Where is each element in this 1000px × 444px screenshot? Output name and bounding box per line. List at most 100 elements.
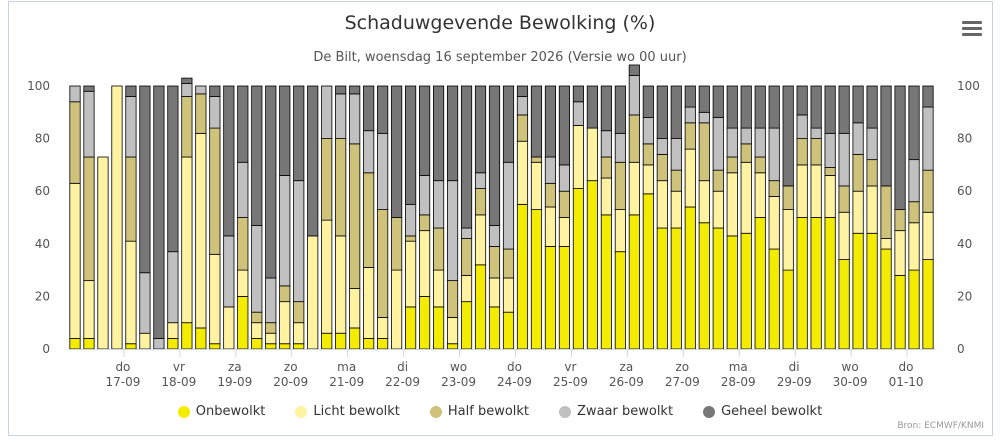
bar-segment-onbewolkt: [810, 217, 822, 350]
bar-segment-half-bewolkt: [880, 185, 892, 239]
bar-segment-half-bewolkt: [363, 172, 375, 268]
bar-segment-onbewolkt: [698, 222, 710, 350]
bar-segment-onbewolkt: [642, 193, 654, 350]
bar-segment-licht-bewolkt: [460, 274, 473, 303]
bar-segment-licht-bewolkt: [321, 219, 333, 334]
bar-segment-onbewolkt: [432, 306, 445, 350]
bar-segment-half-bewolkt: [698, 122, 710, 182]
bar-segment-onbewolkt: [181, 322, 193, 350]
bar-segment-zwaar-bewolkt: [726, 127, 738, 158]
bar-segment-zwaar-bewolkt: [656, 138, 668, 155]
bar-segment-half-bewolkt: [419, 214, 431, 232]
chart-title: Schaduwgevende Bewolking (%): [344, 12, 656, 34]
legend-item[interactable]: Zwaar bewolkt: [559, 404, 673, 419]
bar-segment-geheel-bewolkt: [880, 85, 892, 187]
bar-segment-half-bewolkt: [558, 190, 571, 218]
bar-segment-geheel-bewolkt: [614, 85, 626, 134]
bar-segment-zwaar-bewolkt: [321, 85, 333, 139]
bar-segment-zwaar-bewolkt: [908, 159, 920, 203]
x-tick-label-day: ma: [337, 360, 356, 374]
bar-segment-half-bewolkt: [600, 156, 612, 179]
x-tick-label-day: di: [789, 360, 800, 374]
bar-segment-geheel-bewolkt: [446, 85, 459, 182]
legend-marker-icon: [429, 405, 442, 418]
bar-segment-geheel-bewolkt: [488, 85, 501, 226]
bar-segment-geheel-bewolkt: [838, 85, 850, 134]
bar-segment-onbewolkt: [796, 217, 808, 350]
bar-segment-zwaar-bewolkt: [628, 75, 640, 116]
y-tick-label-left: 20: [35, 289, 50, 303]
bar-segment-licht-bewolkt: [446, 317, 459, 345]
y-tick-label-right: 80: [957, 132, 972, 146]
bar-segment-onbewolkt: [880, 248, 892, 350]
bar-segment-half-bewolkt: [195, 93, 207, 134]
bar-segment-licht-bewolkt: [223, 306, 235, 350]
bar-segment-onbewolkt: [237, 295, 249, 350]
x-tick-label-date: 27-09: [665, 375, 700, 389]
bar-segment-onbewolkt: [349, 327, 361, 350]
x-tick-label-day: do: [899, 360, 914, 374]
bar-segment-licht-bewolkt: [69, 182, 81, 339]
bar-segment-geheel-bewolkt: [377, 85, 389, 134]
bar-segment-onbewolkt: [838, 259, 850, 350]
bar-segment-zwaar-bewolkt: [614, 132, 626, 163]
bar-segment-geheel-bewolkt: [572, 85, 584, 103]
bar-segment-half-bewolkt: [530, 156, 543, 163]
bar-segment-licht-bewolkt: [209, 253, 221, 345]
legend-item[interactable]: Licht bewolkt: [295, 404, 400, 419]
x-tick-label-date: 19-09: [217, 375, 252, 389]
credits[interactable]: Bron: ECMWF/KNMI: [897, 421, 984, 431]
y-tick-label-right: 0: [957, 342, 965, 356]
bar-segment-geheel-bewolkt: [307, 85, 319, 237]
legend-item[interactable]: Onbewolkt: [177, 404, 265, 419]
bar-segment-half-bewolkt: [796, 138, 808, 166]
bar-segment-half-bewolkt: [866, 159, 878, 187]
legend-item[interactable]: Half bewolkt: [429, 404, 529, 419]
bar-segment-geheel-bewolkt: [600, 85, 612, 132]
y-tick-label-left: 0: [42, 342, 50, 356]
bar-segment-geheel-bewolkt: [432, 85, 445, 182]
bar-segment-half-bewolkt: [656, 153, 668, 182]
legend-marker-icon: [177, 405, 190, 418]
bar-segment-geheel-bewolkt: [209, 85, 221, 97]
y-tick-label-right: 100: [957, 79, 980, 93]
bar-segment-half-bewolkt: [69, 101, 81, 184]
bar-segment-onbewolkt: [824, 217, 836, 350]
bar-segment-half-bewolkt: [377, 209, 389, 318]
bar-segment-onbewolkt: [321, 332, 333, 350]
bar-segment-onbewolkt: [670, 227, 682, 350]
bar-segment-zwaar-bewolkt: [363, 130, 375, 174]
y-tick-label-left: 100: [27, 79, 50, 93]
hamburger-menu-icon[interactable]: [962, 21, 982, 37]
bar-segment-geheel-bewolkt: [83, 85, 95, 92]
bar-segment-geheel-bewolkt: [349, 85, 361, 95]
bar-segment-licht-bewolkt: [530, 161, 543, 211]
bar-segment-onbewolkt: [768, 248, 780, 350]
bar-segment-licht-bewolkt: [432, 269, 445, 308]
bar-segment-onbewolkt: [544, 246, 557, 350]
bar-segment-zwaar-bewolkt: [684, 106, 696, 124]
bar-segment-onbewolkt: [614, 251, 626, 350]
bar-segment-licht-bewolkt: [782, 209, 794, 271]
bar-segment-onbewolkt: [195, 327, 207, 350]
x-tick-label-day: zo: [284, 360, 298, 374]
bar-segment-licht-bewolkt: [614, 209, 626, 253]
bar-segment-zwaar-bewolkt: [237, 161, 249, 218]
bar-segment-zwaar-bewolkt: [516, 96, 529, 116]
bar-segment-zwaar-bewolkt: [69, 85, 81, 103]
bar-segment-zwaar-bewolkt: [419, 175, 431, 216]
bar-segment-zwaar-bewolkt: [349, 93, 361, 145]
legend-item[interactable]: Geheel bewolkt: [703, 404, 822, 419]
bar-segment-onbewolkt: [628, 214, 640, 350]
bar-segment-half-bewolkt: [670, 169, 682, 192]
bar-segment-licht-bewolkt: [586, 127, 598, 182]
bar-segment-onbewolkt: [726, 235, 738, 350]
bar-segment-licht-bewolkt: [908, 222, 920, 271]
bar-segment-half-bewolkt: [894, 209, 906, 232]
bar-segment-zwaar-bewolkt: [810, 127, 822, 140]
y-tick-label-right: 20: [957, 289, 972, 303]
bar-segment-licht-bewolkt: [125, 240, 137, 345]
bar-segment-zwaar-bewolkt: [824, 132, 836, 168]
bar-segment-licht-bewolkt: [335, 235, 347, 334]
bar-segment-onbewolkt: [293, 343, 305, 350]
